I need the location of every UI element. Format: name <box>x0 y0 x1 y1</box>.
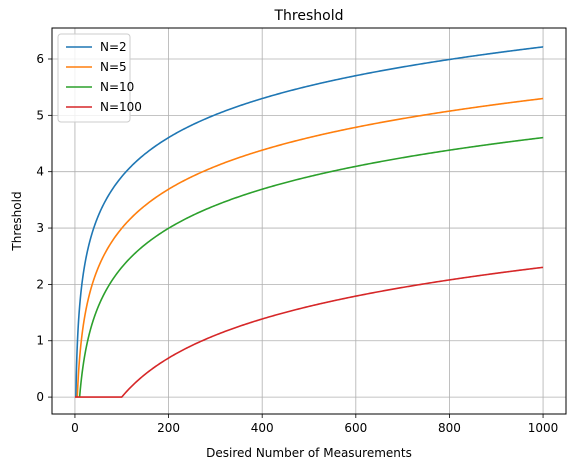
chart-title: Threshold <box>274 8 344 24</box>
legend-label: N=10 <box>100 80 134 94</box>
y-tick-label: 1 <box>36 334 44 348</box>
y-tick-label: 6 <box>36 52 44 66</box>
plot-background <box>52 28 566 414</box>
x-tick-label: 0 <box>71 421 79 435</box>
x-axis-ticks: 0 200 400 600 800 1000 <box>71 414 558 435</box>
x-tick-label: 1000 <box>528 421 559 435</box>
grid <box>52 28 566 414</box>
series-line-n-100 <box>74 266 544 398</box>
legend-box <box>57 33 131 123</box>
legend-label: N=5 <box>100 60 127 74</box>
plot-frame <box>51 27 567 415</box>
x-axis-label: Desired Number of Measurements <box>206 446 412 460</box>
legend: N=2 N=5 N=10 N=100 <box>57 33 142 123</box>
y-axis-label: Threshold <box>10 191 24 251</box>
x-tick-label: 800 <box>438 421 461 435</box>
y-axis-ticks: 0 1 2 3 4 5 6 <box>36 52 52 404</box>
series-line-n-10 <box>78 136 544 398</box>
series-line-n-5 <box>76 97 544 398</box>
x-tick-label: 400 <box>251 421 274 435</box>
y-tick-label: 5 <box>36 108 44 122</box>
legend-label: N=2 <box>100 40 127 54</box>
y-tick-label: 0 <box>36 390 44 404</box>
series-line-n-2 <box>75 46 544 398</box>
y-tick-label: 3 <box>36 221 44 235</box>
x-tick-label: 200 <box>157 421 180 435</box>
legend-label: N=100 <box>100 100 142 114</box>
x-tick-label: 600 <box>344 421 367 435</box>
y-tick-label: 2 <box>36 277 44 291</box>
series-lines <box>74 46 544 398</box>
y-tick-label: 4 <box>36 165 44 179</box>
